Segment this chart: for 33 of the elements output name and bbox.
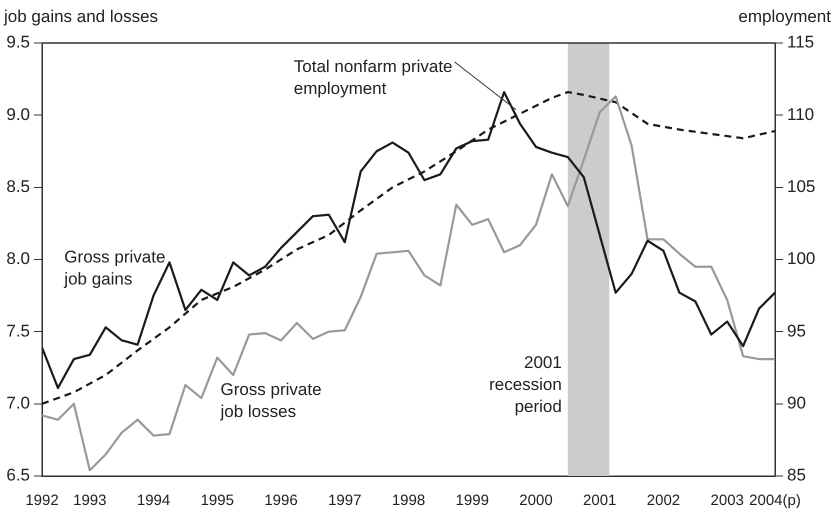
text: Total nonfarm private employment — [294, 56, 453, 98]
x-tick-label: 2004(p) — [749, 492, 801, 510]
y2-axis-title: employment — [738, 7, 832, 26]
x-tick-label: 1998 — [392, 492, 426, 510]
y-tick-label: 8.5 — [6, 177, 30, 196]
band-label: 2001 recession period — [489, 353, 562, 416]
x-tick-label: 1999 — [456, 492, 489, 510]
x-tick-label: 1995 — [200, 492, 234, 510]
series-label: Gross private job losses — [219, 380, 322, 422]
y-axis-title: job gains and losses — [3, 7, 158, 26]
y2-tick-label: 90 — [787, 394, 806, 413]
y2-tick-label: 105 — [787, 177, 816, 196]
x-tick-label: 1997 — [328, 492, 362, 510]
x-tick-label: 1994 — [136, 492, 170, 510]
y-tick-label: 6.5 — [6, 466, 30, 485]
y-tick-label: 9.0 — [6, 104, 30, 124]
series-label: Gross private job gains — [63, 247, 166, 288]
x-tick-label: 1996 — [264, 492, 298, 510]
y2-tick-label: 85 — [787, 466, 806, 485]
y-tick-label: 9.5 — [6, 32, 30, 52]
y2-tick-label: 95 — [787, 321, 806, 340]
y2-tick-label: 100 — [787, 249, 816, 268]
x-tick-label: 2002 — [646, 492, 680, 510]
y2-tick-label: 110 — [787, 104, 814, 124]
y-tick-label: 7.5 — [6, 321, 30, 340]
x-tick-label: 1993 — [73, 492, 106, 510]
y-tick-label: 8.0 — [6, 249, 30, 268]
y2-tick-label: 115 — [787, 32, 814, 52]
x-tick-label: 2003 — [710, 492, 744, 510]
y-tick-label: 7.0 — [6, 394, 30, 413]
x-tick-label: 1992 — [25, 492, 59, 510]
x-tick-label: 2001 — [583, 492, 616, 510]
x-tick-label: 2000 — [519, 492, 553, 510]
